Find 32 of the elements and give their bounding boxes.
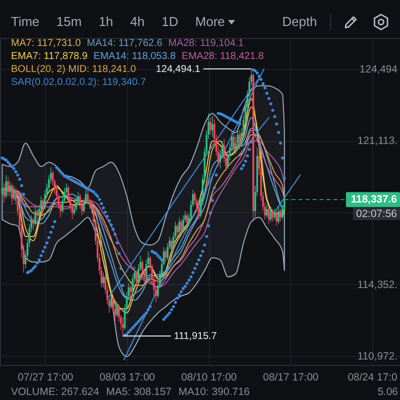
text: EMA14: 118,053.8 <box>94 50 176 63</box>
text: MA10: 390.716 <box>178 386 250 399</box>
annotation: 02:07:56 <box>356 208 398 220</box>
y-tick-label: 114,352. <box>357 278 398 291</box>
x-tick-label: 07/27 17:00 <box>18 372 74 384</box>
x-tick-label: 08/17 17:00 <box>263 372 319 384</box>
annotation: 124,494.1 <box>156 64 201 75</box>
text: BOLL(20, 2) MID: 118,241.0 <box>11 63 136 76</box>
text: MA28: 119,104.1 <box>168 37 244 50</box>
text: Depth <box>282 14 317 30</box>
text: MA5: 308.157 <box>106 386 172 399</box>
text: MA14: 117,762.6 <box>86 37 162 50</box>
text: EMA28: 118,421.8 <box>182 50 264 63</box>
text: VOLUME: 267.624 <box>11 386 100 399</box>
annotation: 111,915.7 <box>174 331 218 342</box>
text: 4h <box>130 14 145 30</box>
x-tick-label: 08/10 17:00 <box>181 372 237 384</box>
text: Time <box>11 14 40 30</box>
y-tick-label: 110,972. <box>357 350 398 363</box>
y-tick-label: 124,494 <box>360 63 398 76</box>
text: 5.06 <box>378 386 398 399</box>
text: EMA7: 117,878.9 <box>11 50 88 63</box>
text: More <box>195 14 225 30</box>
text: SAR(0.02,0.02,0.2): 119,340.7 <box>11 76 146 89</box>
y-tick-label: 121,113. <box>357 135 398 148</box>
ref-line-label: 118,337.6 <box>350 194 398 206</box>
x-tick-label: 08/24 17:0 <box>348 372 398 384</box>
x-tick-label: 08/03 17:00 <box>100 372 156 384</box>
text: MA7: 117,731.0 <box>11 37 81 50</box>
text: 1h <box>98 14 114 30</box>
text: 1D <box>162 14 178 30</box>
text: 15m <box>56 14 82 30</box>
